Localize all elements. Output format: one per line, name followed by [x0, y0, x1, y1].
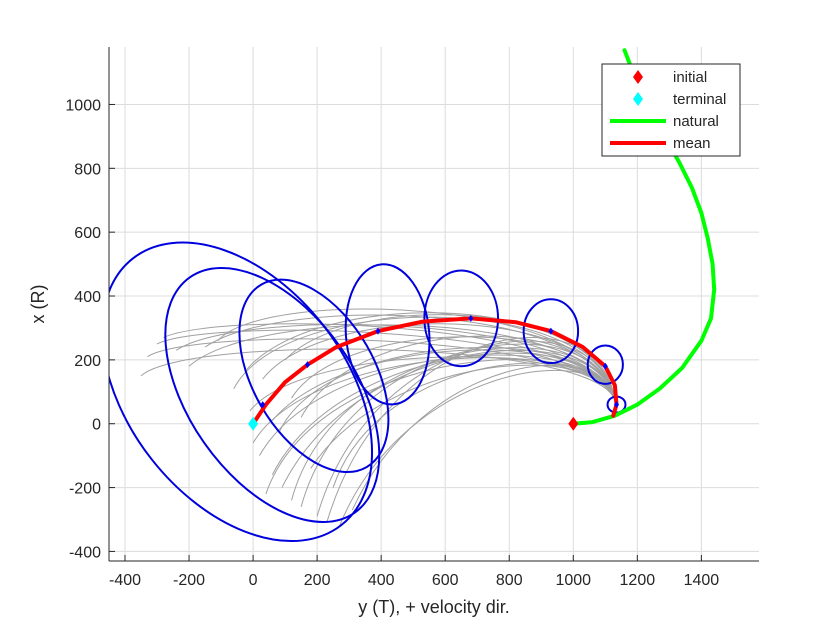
- x-tick-label: 0: [249, 572, 258, 589]
- y-tick-label: 800: [74, 161, 101, 178]
- mean-point-marker: [468, 314, 474, 322]
- y-tick-label: 600: [74, 225, 101, 242]
- x-tick-label: 1200: [620, 572, 656, 589]
- covariance-ellipse: [238, 278, 390, 474]
- initial-marker: [568, 416, 579, 431]
- legend-box: [601, 63, 741, 157]
- legend-terminal-label: terminal: [673, 91, 726, 108]
- x-tick-label: 1000: [555, 572, 591, 589]
- legend: initial terminal natural mean: [601, 63, 741, 157]
- trajectory-line: [204, 314, 616, 402]
- trajectory-line: [326, 336, 616, 523]
- y-axis-label: x (R): [28, 285, 48, 324]
- trajectory-line: [140, 348, 616, 402]
- y-tick-label: 1000: [65, 97, 101, 114]
- covariance-ellipse: [109, 241, 374, 543]
- axes: [108, 47, 759, 562]
- x-tick-label: -200: [173, 572, 205, 589]
- trajectory-line: [281, 349, 616, 488]
- covariance-ellipse: [586, 344, 624, 385]
- trajectory-line: [278, 346, 616, 434]
- x-tick-label: 600: [432, 572, 459, 589]
- y-ticks: -400 -200 0 200 400 600 800 1000: [65, 97, 115, 561]
- mean-point-marker: [548, 327, 554, 335]
- mean-point-marker: [260, 401, 266, 409]
- trajectory-line: [246, 312, 616, 402]
- x-tick-label: 800: [496, 572, 523, 589]
- covariance-ellipse: [522, 298, 580, 365]
- mean-point-marker: [305, 361, 311, 369]
- trajectory-line: [310, 364, 616, 469]
- x-tick-label: -400: [109, 572, 141, 589]
- x-tick-label: 200: [304, 572, 331, 589]
- covariance-ellipse: [344, 263, 431, 406]
- x-axis-label: y (T), + velocity dir.: [358, 597, 510, 617]
- mean-point-marker: [375, 327, 381, 335]
- trajectory-line: [300, 335, 616, 418]
- y-tick-label: -400: [69, 544, 101, 561]
- covariance-ellipse: [423, 269, 500, 368]
- legend-natural-label: natural: [673, 113, 719, 130]
- legend-terminal-symbol: [633, 92, 643, 106]
- markers: [248, 314, 620, 431]
- legend-mean-label: mean: [673, 135, 711, 152]
- trajectory-line: [271, 349, 616, 421]
- trajectory-line: [262, 323, 616, 402]
- y-tick-label: 200: [74, 353, 101, 370]
- x-tick-label: 400: [368, 572, 395, 589]
- trajectory-line: [233, 316, 616, 402]
- x-ticks: -400 -200 0 200 400 600 800 1000 1200 1400: [109, 555, 719, 589]
- y-tick-label: -200: [69, 481, 101, 498]
- y-tick-label: 400: [74, 289, 101, 306]
- mean-point-marker: [614, 401, 620, 409]
- mean-point-marker: [602, 362, 608, 370]
- terminal-marker: [248, 416, 259, 431]
- x-tick-label: 1400: [684, 572, 720, 589]
- legend-initial-symbol: [633, 70, 643, 84]
- y-tick-label: 0: [92, 417, 101, 434]
- legend-initial-label: initial: [673, 69, 707, 86]
